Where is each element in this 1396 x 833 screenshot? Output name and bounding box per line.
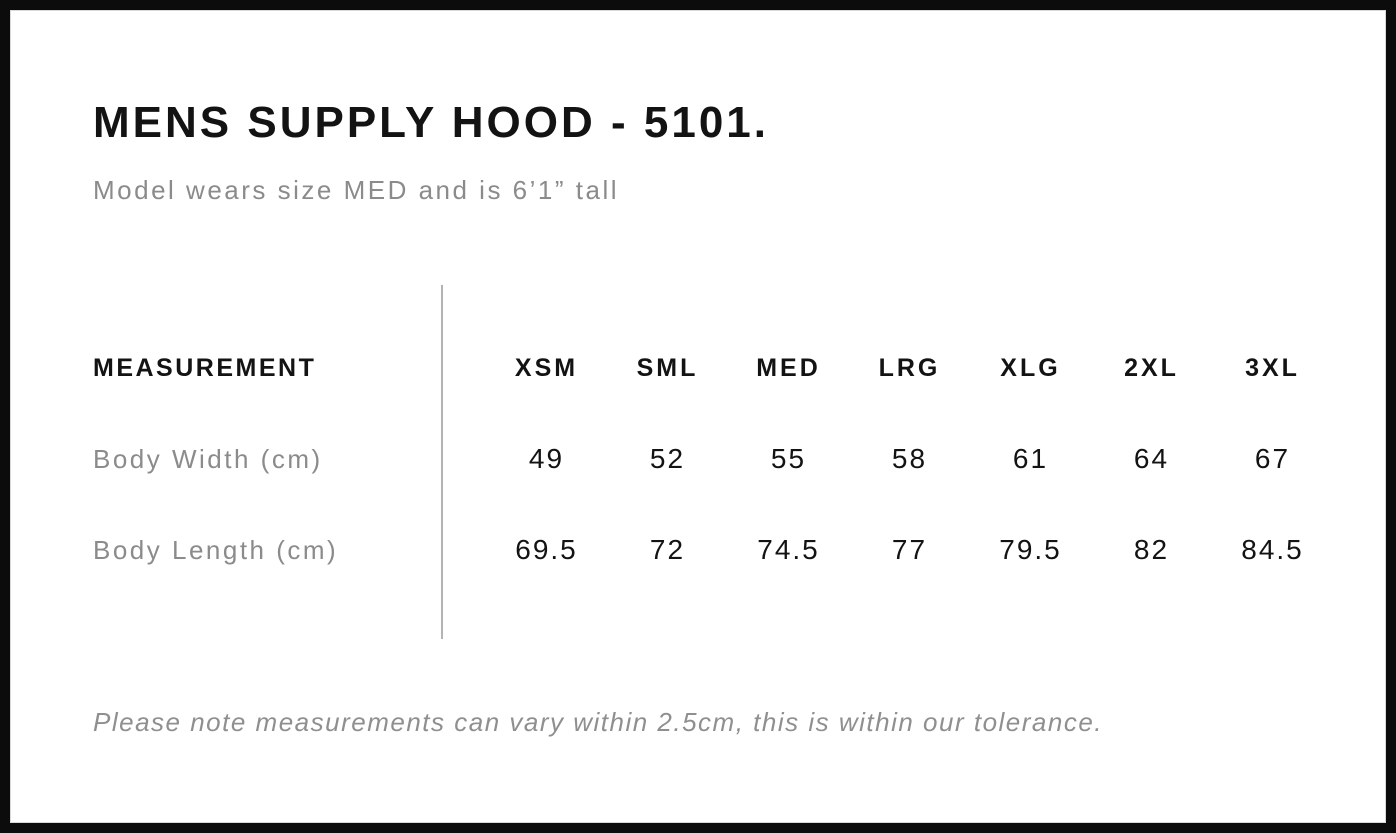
body-length-value-lrg: 77 (891, 534, 928, 566)
column-header-size-3xl: 3XL (1245, 353, 1300, 382)
body-length-value-3xl: 84.5 (1241, 534, 1304, 566)
row-label-body-width: Body Width (cm) (93, 443, 323, 474)
column-header-measurement: MEASUREMENT (93, 353, 317, 382)
vertical-divider (441, 284, 443, 639)
body-length-value-xsm: 69.5 (515, 534, 578, 566)
body-length-value-2xl: 82 (1133, 534, 1170, 566)
size-chart-header-row: MEASUREMENT XSM SML MED LRG XLG 2XL 3XL (93, 323, 1340, 414)
body-width-value-3xl: 67 (1254, 443, 1291, 475)
tolerance-note: Please note measurements can vary within… (93, 706, 1104, 737)
body-length-value-sml: 72 (649, 534, 686, 566)
column-header-size-xsm: XSM (514, 353, 579, 382)
table-row-body-length: Body Length (cm) 69.5 72 74.5 77 79.5 82… (93, 505, 1340, 596)
body-width-value-2xl: 64 (1133, 443, 1170, 475)
column-header-size-med: MED (756, 353, 821, 382)
table-row-body-width: Body Width (cm) 49 52 55 58 61 64 67 (93, 414, 1340, 505)
row-label-body-length: Body Length (cm) (93, 534, 339, 565)
column-header-size-xlg: XLG (1000, 353, 1061, 382)
column-header-size-sml: SML (636, 353, 699, 382)
page-title: MENS SUPPLY HOOD - 5101. (93, 98, 769, 147)
body-width-value-xsm: 49 (528, 443, 565, 475)
model-size-note: Model wears size MED and is 6’1” tall (93, 174, 619, 205)
body-length-value-xlg: 79.5 (999, 534, 1062, 566)
body-width-value-lrg: 58 (891, 443, 928, 475)
body-width-value-sml: 52 (649, 443, 686, 475)
body-length-value-med: 74.5 (757, 534, 820, 566)
body-width-value-med: 55 (770, 443, 807, 475)
column-header-size-lrg: LRG (878, 353, 941, 382)
size-chart-table: MEASUREMENT XSM SML MED LRG XLG 2XL 3XL … (93, 284, 1340, 639)
column-header-size-2xl: 2XL (1124, 353, 1179, 382)
body-width-value-xlg: 61 (1012, 443, 1049, 475)
